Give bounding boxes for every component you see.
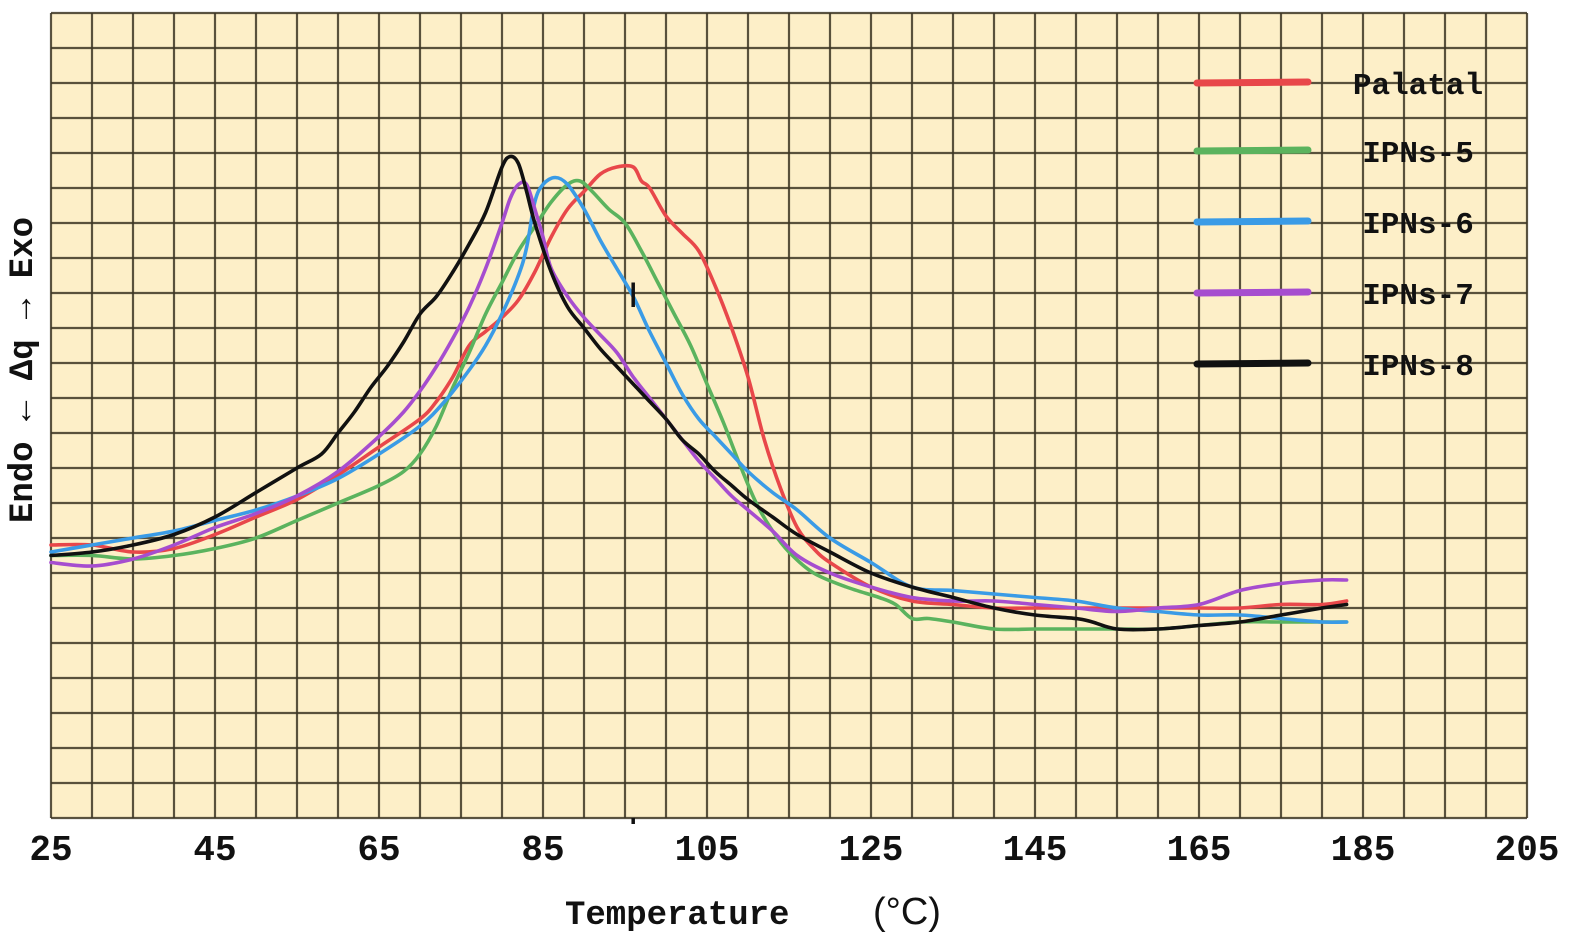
legend-label: IPNs-5 [1362,137,1474,172]
legend-item: IPNs-6 [1193,208,1474,243]
legend-swatch [1193,288,1312,297]
x-tick-label: 165 [1167,830,1232,871]
x-tick-label: 105 [675,830,740,871]
x-axis-title: Temperature [565,897,789,935]
x-tick-label: 205 [1495,830,1560,871]
x-tick-label: 185 [1331,830,1396,871]
y-axis-title: Endo ← Δq → Exo [5,217,43,523]
x-tick-label: 25 [29,830,72,871]
legend-item: IPNs-7 [1193,279,1474,314]
series-line-ipns-8 [49,154,1349,632]
legend-label: IPNs-8 [1362,350,1474,385]
x-tick-labels: 25 45 65 85 105 125 145 165 185 205 [29,830,1559,871]
legend-item: Palatal [1193,69,1483,104]
series-layer [49,154,1349,632]
x-tick-label: 85 [521,830,564,871]
series-line-ipns-7 [49,180,1349,614]
series-line-palatal [49,163,1349,611]
legend-label: Palatal [1353,69,1483,104]
grid [49,11,1529,820]
legend-swatch [1193,78,1312,87]
legend: Palatal IPNs-5 IPNs-6 IPNs-7 IPNs-8 [1193,69,1483,385]
legend-label: IPNs-7 [1362,279,1474,314]
series-line-ipns-5 [49,178,1349,632]
x-tick-label: 65 [357,830,400,871]
legend-item: IPNs-5 [1193,137,1474,172]
x-axis-unit: (°C) [873,891,941,933]
legend-swatch [1193,217,1312,226]
x-tick-label: 125 [839,830,904,871]
legend-item: IPNs-8 [1193,350,1474,385]
legend-swatch [1193,359,1312,368]
x-tick-label: 45 [193,830,236,871]
legend-label: IPNs-6 [1362,208,1474,243]
x-tick-label: 145 [1003,830,1068,871]
legend-swatch [1193,146,1312,155]
